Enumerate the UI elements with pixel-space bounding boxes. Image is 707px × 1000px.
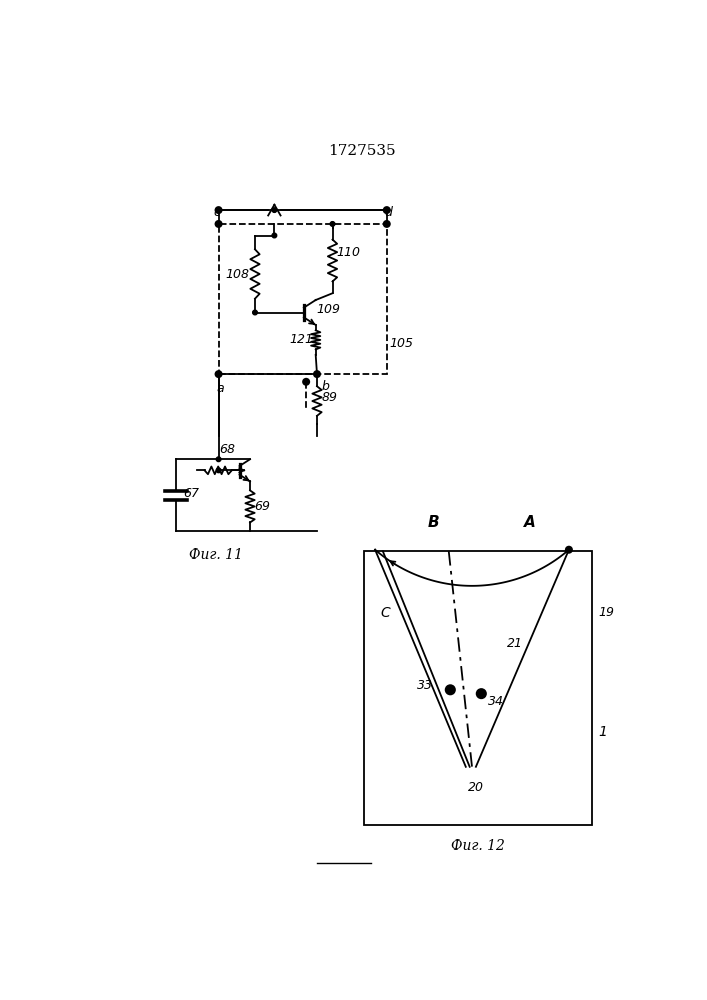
Text: a: a xyxy=(216,382,224,395)
Circle shape xyxy=(216,207,222,213)
Text: 20: 20 xyxy=(468,781,484,794)
Circle shape xyxy=(314,371,320,377)
Text: 67: 67 xyxy=(184,487,199,500)
Text: d: d xyxy=(385,206,392,219)
Circle shape xyxy=(216,371,222,377)
Circle shape xyxy=(216,457,221,462)
Text: c: c xyxy=(214,206,221,219)
Circle shape xyxy=(566,547,572,553)
Text: B: B xyxy=(428,515,439,530)
Text: 105: 105 xyxy=(389,337,413,350)
Circle shape xyxy=(384,221,390,227)
Circle shape xyxy=(252,310,257,315)
Circle shape xyxy=(384,207,390,213)
Text: 34: 34 xyxy=(488,695,503,708)
Circle shape xyxy=(330,222,335,226)
Circle shape xyxy=(303,379,309,385)
Text: 89: 89 xyxy=(322,391,338,404)
Text: 68: 68 xyxy=(219,443,235,456)
Circle shape xyxy=(272,233,276,238)
Text: 109: 109 xyxy=(316,303,340,316)
Circle shape xyxy=(272,208,276,212)
Text: C: C xyxy=(380,606,390,620)
Text: b: b xyxy=(322,380,329,393)
Text: 33: 33 xyxy=(417,679,433,692)
Text: Фиг. 11: Фиг. 11 xyxy=(189,548,243,562)
Text: Фиг. 12: Фиг. 12 xyxy=(451,839,505,853)
Text: 69: 69 xyxy=(254,500,270,513)
Text: 1727535: 1727535 xyxy=(328,144,396,158)
Text: 1: 1 xyxy=(598,725,607,739)
Text: 19: 19 xyxy=(598,606,614,619)
Text: 121: 121 xyxy=(289,333,313,346)
Circle shape xyxy=(216,221,222,227)
Text: A: A xyxy=(525,515,536,530)
Circle shape xyxy=(216,468,221,473)
Text: 110: 110 xyxy=(337,246,361,259)
Circle shape xyxy=(445,685,455,694)
Circle shape xyxy=(477,689,486,698)
Text: 21: 21 xyxy=(507,637,523,650)
Text: 108: 108 xyxy=(226,267,250,280)
